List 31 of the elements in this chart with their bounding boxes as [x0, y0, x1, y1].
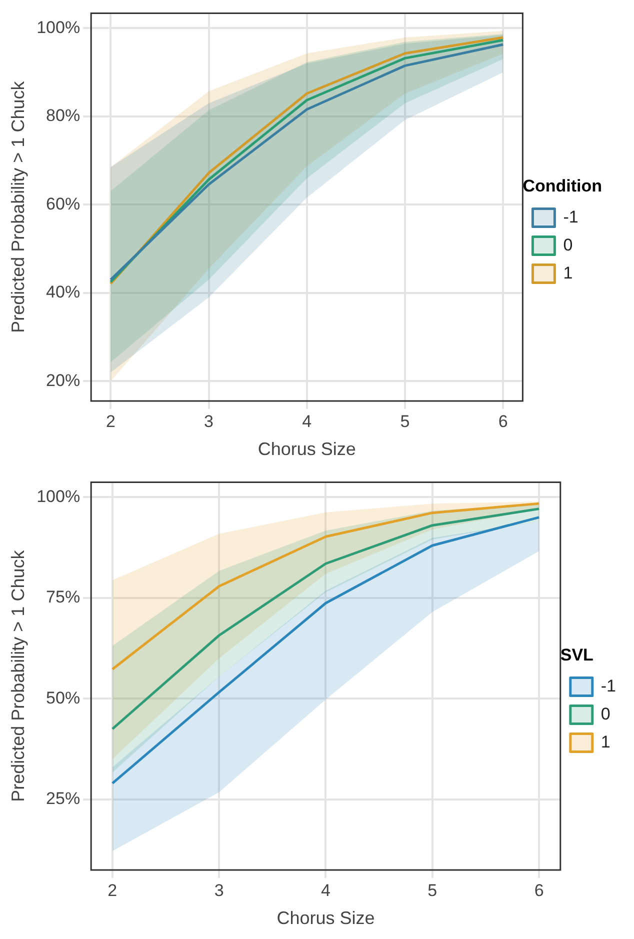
x-tick-label: 6 — [534, 880, 544, 900]
y-tick-label: 75% — [46, 588, 80, 607]
legend-title: SVL — [560, 645, 594, 664]
y-tick-label: 80% — [46, 106, 80, 126]
legend-label: 1 — [600, 732, 610, 752]
y-tick-label: 40% — [46, 282, 80, 302]
x-axis-title: Chorus Size — [258, 439, 356, 460]
x-tick-label: 4 — [320, 880, 330, 900]
x-tick-label: 6 — [498, 412, 508, 431]
legend-label: 0 — [563, 235, 573, 254]
x-tick-label: 2 — [108, 880, 118, 900]
x-tick-label: 3 — [214, 880, 224, 900]
y-axis-title: Predicted Probability > 1 Chuck — [8, 80, 28, 333]
y-tick-label: 20% — [46, 370, 80, 390]
y-axis-title: Predicted Probability > 1 Chuck — [8, 549, 28, 802]
legend-label: -1 — [563, 207, 578, 226]
y-tick-label: 25% — [46, 789, 80, 808]
x-tick-label: 5 — [400, 412, 410, 431]
y-tick-label: 60% — [46, 194, 80, 214]
y-tick-label: 50% — [46, 688, 80, 708]
legend-label: 0 — [600, 704, 610, 724]
x-tick-label: 5 — [428, 880, 438, 900]
legend-title: Condition — [522, 176, 602, 196]
y-tick-label: 100% — [36, 486, 80, 506]
legend-label: -1 — [600, 676, 616, 696]
x-axis-title: Chorus Size — [276, 908, 375, 928]
x-tick-label: 2 — [106, 412, 116, 431]
legend-label: 1 — [563, 263, 573, 282]
x-tick-label: 3 — [204, 412, 214, 431]
y-tick-label: 100% — [36, 18, 80, 37]
x-tick-label: 4 — [302, 412, 312, 431]
